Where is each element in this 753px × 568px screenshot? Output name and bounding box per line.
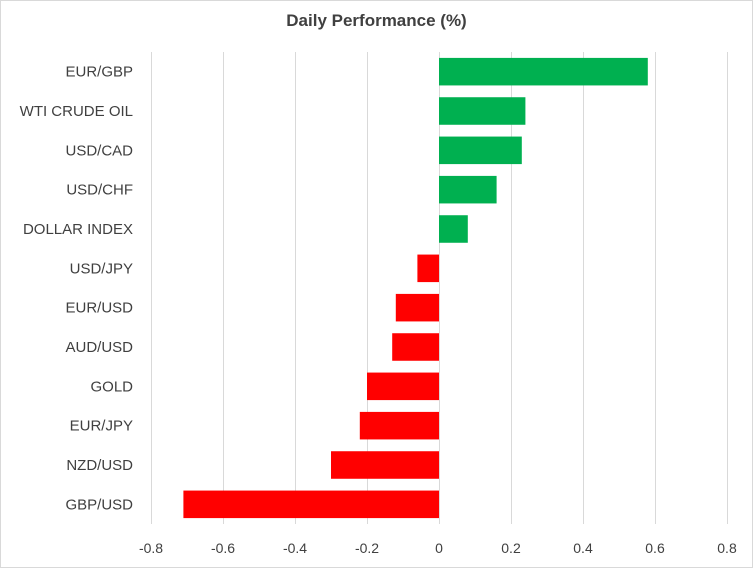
bar-eur-gbp: [439, 57, 648, 86]
category-label: DOLLAR INDEX: [23, 221, 133, 238]
x-tick-label: -0.4: [283, 540, 307, 556]
category-label: EUR/JPY: [70, 418, 133, 435]
category-label: USD/CHF: [66, 182, 133, 199]
bar-nzd-usd: [331, 451, 439, 479]
x-tick-label: -0.8: [139, 540, 163, 556]
bar-usd-jpy: [417, 254, 439, 283]
x-tick-label: 0.2: [501, 540, 521, 556]
category-labels: EUR/GBP WTI CRUDE OIL USD/CAD USD/CHF DOLLAR…: [20, 64, 134, 514]
bar-eur-usd: [395, 293, 439, 322]
x-tick-label: -0.2: [355, 540, 379, 556]
x-tick-label: 0: [435, 540, 443, 556]
bar-aud-usd: [392, 333, 439, 361]
category-label: GBP/USD: [65, 496, 133, 513]
category-label: GOLD: [90, 378, 133, 395]
bar-gold: [367, 372, 439, 401]
x-tick-label: 0.4: [573, 540, 593, 556]
category-label: EUR/GBP: [65, 64, 133, 81]
bar-eur-jpy: [359, 411, 439, 440]
x-tick-label: -0.6: [211, 540, 235, 556]
bar-usd-chf: [439, 175, 497, 204]
bar-dollar-index: [439, 215, 468, 243]
bars: [183, 57, 648, 519]
bar-usd-cad: [439, 136, 522, 165]
bar-gbp-usd: [183, 490, 439, 519]
category-label: AUD/USD: [65, 339, 133, 356]
chart-title: Daily Performance (%): [286, 11, 467, 30]
category-label: WTI CRUDE OIL: [20, 103, 133, 120]
x-axis-tick-labels: -0.8 -0.6 -0.4 -0.2 0 0.2 0.4 0.6 0.8: [139, 540, 737, 556]
category-label: NZD/USD: [66, 457, 133, 474]
category-label: USD/JPY: [70, 260, 133, 277]
x-tick-label: 0.6: [645, 540, 665, 556]
x-tick-label: 0.8: [717, 540, 737, 556]
category-label: EUR/USD: [65, 300, 133, 317]
bar-wti-crude-oil: [439, 97, 526, 125]
category-label: USD/CAD: [65, 142, 133, 159]
gridlines: [151, 52, 728, 524]
